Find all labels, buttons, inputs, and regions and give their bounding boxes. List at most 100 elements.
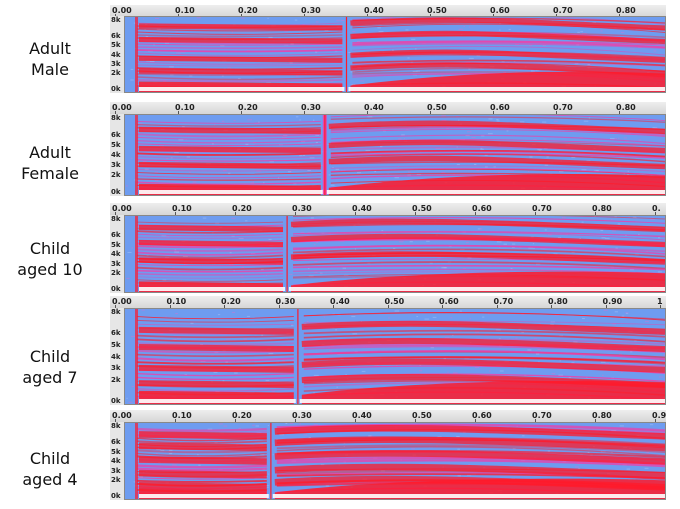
time-tick-mark — [496, 305, 498, 308]
time-tick-mark — [415, 212, 416, 215]
frequency-label: 8k — [111, 114, 121, 122]
speaker-label-line: Child — [29, 449, 71, 468]
time-tick-mark — [535, 419, 536, 422]
time-tick-label: 0.20 — [221, 297, 241, 306]
frequency-label: 5k — [111, 447, 121, 456]
time-tick-label: 0.00 — [112, 6, 132, 15]
time-tick-mark — [115, 419, 116, 422]
time-tick-label: 0.10 — [175, 103, 195, 112]
time-tick-label: 0.30 — [275, 297, 296, 306]
time-tick-label: 0.70 — [493, 297, 514, 306]
frequency-label: 4k — [111, 250, 121, 258]
time-tick-label: 0.60 — [472, 411, 492, 420]
frequency-axis: 8k 6k 5k 4k 3k 2k 0k — [110, 422, 125, 500]
frequency-label: 8k — [111, 422, 121, 430]
frequency-label: 0k — [111, 492, 121, 500]
time-tick-label: 0.40 — [330, 297, 350, 306]
speaker-label-line: Adult — [29, 143, 71, 162]
time-tick-mark — [619, 111, 620, 114]
time-tick-label: 0.80 — [616, 103, 636, 112]
time-tick-mark — [241, 14, 242, 17]
time-tick-label: 0.50 — [427, 103, 447, 112]
spectrogram-graphic — [125, 115, 665, 195]
frequency-label: 4k — [111, 457, 121, 465]
time-tick-label: 0.80 — [616, 6, 636, 15]
speaker-label-line: aged 4 — [22, 470, 78, 489]
frequency-label: 8k — [111, 16, 121, 24]
time-tick-label: 0.40 — [364, 6, 384, 15]
time-tick-label: 0.70 — [553, 103, 573, 112]
frequency-label: 5k — [111, 340, 121, 349]
time-tick-label: 0. — [652, 204, 661, 213]
time-tick-label: 0.70 — [553, 6, 573, 15]
frequency-label: 0k — [111, 285, 121, 293]
frequency-label: 6k — [111, 328, 121, 337]
time-tick-mark — [169, 305, 171, 308]
time-tick-label: 0.80 — [548, 297, 568, 306]
time-tick-mark — [115, 305, 116, 308]
frequency-label: 3k — [111, 259, 121, 268]
time-tick-mark — [355, 212, 356, 215]
time-tick-label: 0.20 — [232, 411, 252, 420]
frequency-label: 2k — [111, 171, 121, 179]
time-tick-label: 0.40 — [352, 204, 372, 213]
spectrogram-graphic — [125, 17, 665, 92]
time-tick-mark — [235, 419, 236, 422]
time-tick-mark — [295, 212, 296, 215]
time-tick-mark — [235, 212, 236, 215]
time-tick-mark — [387, 305, 389, 308]
frequency-label: 6k — [111, 231, 121, 239]
speaker-label: Child aged 7 — [0, 346, 100, 388]
time-tick-mark — [115, 14, 116, 17]
time-tick-label: 0.30 — [292, 204, 312, 213]
frequency-label: 2k — [111, 69, 121, 78]
time-tick-label: 0.80 — [592, 411, 612, 420]
frequency-axis: 8k 6k 5k 4k 3k 2k 0k — [110, 16, 125, 93]
time-tick-label: 0.50 — [384, 297, 405, 306]
time-tick-label: 0.50 — [412, 411, 432, 420]
time-tick-label: 0.20 — [238, 103, 258, 112]
time-tick-mark — [655, 419, 656, 422]
frequency-label: 2k — [111, 376, 121, 385]
time-tick-label: 0.20 — [232, 204, 252, 213]
time-tick-mark — [224, 305, 225, 308]
frequency-label: 2k — [111, 269, 121, 277]
frequency-label: 6k — [111, 131, 121, 139]
time-tick-mark — [355, 419, 356, 422]
frequency-axis: 8k 6k 5k 4k 3k 2k 0k — [110, 215, 125, 293]
frequency-label: 4k — [111, 352, 121, 361]
time-tick-mark — [278, 305, 280, 308]
time-tick-label: 0.70 — [532, 204, 552, 213]
time-tick-label: 0.50 — [412, 204, 432, 213]
time-ruler[interactable]: 0.00 0.10 0.20 0.30 0.40 0.50 0.60 0.70 0.80 — [110, 102, 666, 115]
time-tick-label: 0.60 — [490, 6, 510, 15]
frequency-label: 6k — [111, 31, 121, 40]
time-tick-label: 1 — [657, 297, 663, 306]
spectrogram-graphic — [125, 216, 665, 292]
time-tick-mark — [178, 111, 179, 114]
spectrogram-image — [124, 308, 666, 405]
time-tick-mark — [415, 419, 416, 422]
frequency-label: 5k — [111, 141, 121, 149]
frequency-label: 6k — [111, 438, 121, 446]
speaker-label: Child aged 4 — [0, 448, 100, 490]
time-tick-mark — [367, 14, 368, 17]
spectrogram-panel: 0.00 0.10 0.20 0.30 0.40 0.50 0.60 0.70 0.80 8k 6k… — [110, 5, 666, 93]
spectrogram-panel: 0.00 0.10 0.20 0.30 0.40 0.50 0.60 0.70 0.80 0.90… — [110, 296, 666, 405]
spectrogram-graphic — [125, 423, 665, 499]
time-tick-mark — [115, 111, 116, 114]
time-tick-mark — [295, 419, 296, 422]
frequency-label: 3k — [111, 364, 121, 373]
time-tick-label: 0.9 — [652, 411, 666, 420]
time-tick-mark — [430, 14, 431, 17]
time-ruler[interactable]: 0.00 0.10 0.20 0.30 0.40 0.50 0.60 0.70 0.80 0.9 — [110, 410, 666, 423]
time-tick-mark — [595, 419, 596, 422]
time-tick-mark — [655, 212, 656, 215]
time-tick-mark — [475, 212, 476, 215]
frequency-label: 5k — [111, 240, 121, 249]
speaker-label: Child aged 10 — [0, 238, 100, 280]
time-tick-label: 0.70 — [532, 411, 552, 420]
spectrogram-panel: 0.00 0.10 0.20 0.30 0.40 0.50 0.60 0.70 0.80 8k 6k… — [110, 102, 666, 196]
time-ruler[interactable]: 0.00 0.10 0.20 0.30 0.40 0.50 0.60 0.70 0.80 0.90… — [110, 296, 666, 309]
time-tick-mark — [175, 212, 176, 215]
